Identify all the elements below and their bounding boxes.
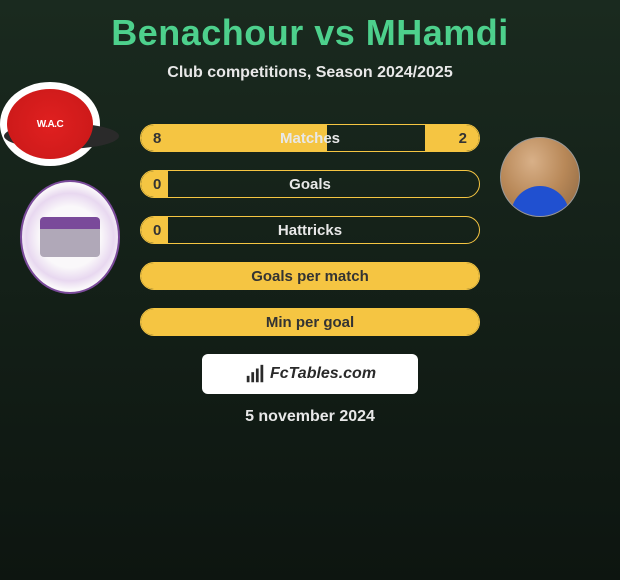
stat-row-goals: 0 Goals (140, 170, 480, 198)
club-left-crest-icon (40, 217, 100, 257)
page-subtitle: Club competitions, Season 2024/2025 (0, 64, 620, 82)
stat-label: Goals (289, 176, 331, 193)
stat-row-hattricks: 0 Hattricks (140, 216, 480, 244)
stat-label: Matches (280, 130, 340, 147)
stat-fill-right (425, 125, 479, 151)
stat-value-left: 8 (153, 130, 161, 147)
stats-container: 8 Matches 2 0 Goals 0 Hattricks Goals pe… (140, 124, 480, 354)
stat-label: Min per goal (266, 314, 354, 331)
stat-label: Goals per match (251, 268, 369, 285)
stat-row-min-per-goal: Min per goal (140, 308, 480, 336)
club-right-logo: W.A.C (0, 82, 100, 166)
stat-row-goals-per-match: Goals per match (140, 262, 480, 290)
stat-row-matches: 8 Matches 2 (140, 124, 480, 152)
player-right-avatar (500, 137, 580, 217)
stat-value-right: 2 (459, 130, 467, 147)
page-title: Benachour vs MHamdi (0, 0, 620, 54)
chart-icon (244, 363, 266, 385)
stat-value-left: 0 (153, 176, 161, 193)
credit-box[interactable]: FcTables.com (202, 354, 418, 394)
stat-value-left: 0 (153, 222, 161, 239)
club-right-abbrev: W.A.C (37, 119, 63, 130)
club-left-logo (20, 180, 120, 294)
credit-text: FcTables.com (270, 365, 376, 383)
club-right-crest-icon: W.A.C (7, 89, 93, 159)
date-text: 5 november 2024 (0, 408, 620, 426)
stat-label: Hattricks (278, 222, 342, 239)
